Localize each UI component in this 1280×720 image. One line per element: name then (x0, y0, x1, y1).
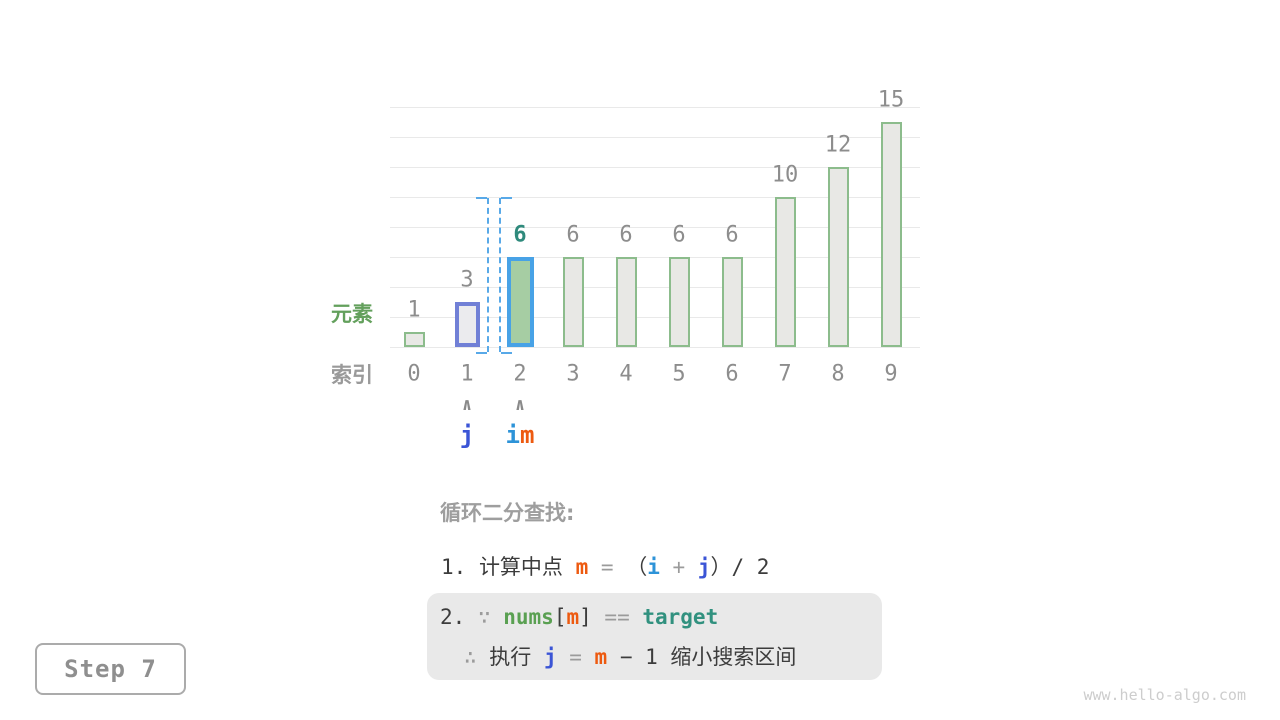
bar-value-label: 6 (672, 222, 686, 248)
code-token: m (594, 645, 608, 669)
bar-index-4 (615, 257, 637, 347)
gridline (390, 287, 920, 288)
bar-index-7 (774, 197, 796, 347)
code-token: − 1 (607, 645, 671, 669)
code-token: ] (579, 605, 605, 629)
annotation-line-2a: 2. ∵ nums[m] == target (440, 605, 718, 629)
code-token: target (642, 605, 719, 629)
code-token: j (543, 645, 557, 669)
code-token: m (566, 605, 580, 629)
code-token: ∵ (477, 605, 504, 629)
code-token: + (659, 555, 698, 579)
code-token: （ (626, 555, 648, 579)
annotation-title: 循环二分查找: (440, 501, 575, 525)
watermark: www.hello-algo.com (1083, 686, 1246, 704)
index-label: 6 (725, 361, 739, 387)
bar-value-label: 1 (407, 297, 421, 323)
pointer-letter: m (520, 421, 535, 449)
bracket-line-right (499, 198, 501, 352)
bar-index-9 (880, 122, 902, 347)
pointer-caret-icon: ∧ (461, 395, 473, 415)
bar-index-8 (827, 167, 849, 347)
code-token: 缩小搜索区间 (670, 645, 797, 669)
pointer-letter: j (459, 421, 475, 449)
index-label: 9 (884, 361, 898, 387)
row-label-indices: 索引 (331, 363, 373, 387)
index-label: 2 (513, 361, 527, 387)
code-token: ∴ (464, 645, 490, 669)
bracket-cap-bottom-left (476, 352, 487, 354)
bar-index-5 (668, 257, 690, 347)
pointer-letter: i (505, 421, 520, 449)
gridline (390, 137, 920, 138)
code-token: [ (553, 605, 567, 629)
annotation-line-2b: ∴ 执行 j = m − 1 缩小搜索区间 (464, 641, 796, 671)
gridline (390, 107, 920, 108)
bracket-cap-top-left (476, 197, 487, 199)
code-token: m (575, 555, 589, 579)
gridline (390, 347, 920, 348)
bar-value-label: 6 (513, 222, 527, 248)
bar-value-label: 6 (619, 222, 633, 248)
bar-value-label: 12 (824, 132, 852, 158)
bar-value-label: 6 (725, 222, 739, 248)
gridline (390, 257, 920, 258)
bar-value-label: 15 (877, 87, 905, 113)
code-token: = (588, 555, 627, 579)
code-token: 1. (441, 555, 479, 579)
bar-index-3 (562, 257, 584, 347)
index-label: 1 (460, 361, 474, 387)
bar-value-label: 10 (771, 162, 799, 188)
code-token: 计算中点 (478, 555, 576, 579)
pointer-label: im (506, 421, 535, 449)
gridline (390, 317, 920, 318)
gridline (390, 197, 920, 198)
step-indicator-label: Step 7 (64, 655, 157, 683)
code-token: ） (710, 555, 732, 579)
index-label: 3 (566, 361, 580, 387)
code-token: 执行 (489, 645, 544, 669)
gridline (390, 167, 920, 168)
bracket-cap-bottom-right (501, 352, 512, 354)
code-token: / 2 (731, 555, 770, 579)
bar-value-label: 3 (460, 267, 474, 293)
gridline (390, 227, 920, 228)
pointer-label: j (460, 421, 474, 449)
code-token: 2. (440, 605, 478, 629)
bar-index-2 (506, 257, 534, 347)
code-token: nums (503, 605, 554, 629)
index-label: 7 (778, 361, 792, 387)
bracket-cap-top-right (501, 197, 512, 199)
index-label: 5 (672, 361, 686, 387)
bar-index-0 (403, 332, 425, 347)
pointer-caret-icon: ∧ (514, 395, 526, 415)
code-token: j (697, 555, 711, 579)
code-token: == (604, 605, 643, 629)
code-token: = (556, 645, 595, 669)
bar-value-label: 6 (566, 222, 580, 248)
bar-index-1 (454, 302, 480, 347)
index-label: 4 (619, 361, 633, 387)
highlight-note-box (427, 593, 882, 680)
bracket-line-left (487, 198, 489, 352)
row-label-elements: 元素 (331, 302, 373, 326)
annotation-line-1: 1. 计算中点 m = （i + j）/ 2 (441, 551, 769, 581)
index-label: 8 (831, 361, 845, 387)
index-label: 0 (407, 361, 421, 387)
code-token: i (647, 555, 660, 579)
bar-index-6 (721, 257, 743, 347)
step-indicator: Step 7 (35, 643, 186, 695)
